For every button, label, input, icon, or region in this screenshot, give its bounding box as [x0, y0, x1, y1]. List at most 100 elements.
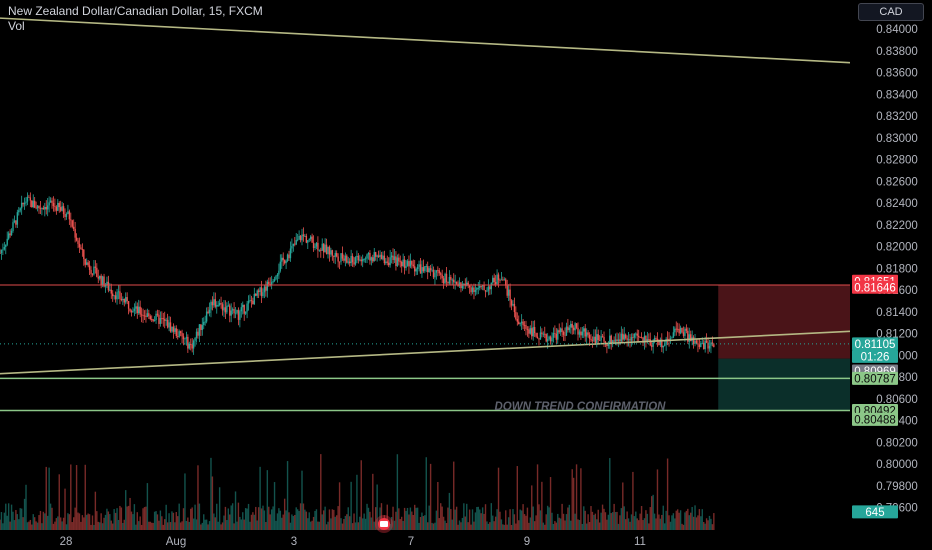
volume-bar — [153, 511, 156, 530]
candle-body — [278, 270, 280, 275]
candle-body — [64, 214, 66, 217]
candle-body — [194, 337, 196, 341]
candle-body — [42, 207, 45, 210]
volume-bar — [49, 503, 52, 530]
candle-body — [125, 297, 127, 303]
volume-bar — [311, 520, 313, 530]
volume-bar — [606, 519, 608, 530]
volume-bar — [9, 521, 11, 530]
candle-body — [627, 339, 630, 341]
volume-bar — [471, 509, 474, 530]
upper-trendline[interactable] — [0, 17, 851, 64]
annotation-label[interactable]: DOWN TREND CONFIRMATION — [495, 401, 667, 413]
volume-bar — [692, 516, 695, 530]
candle-body — [289, 248, 292, 259]
candle-body — [224, 307, 227, 313]
volume-bar — [101, 523, 104, 530]
volume-bar — [361, 518, 364, 530]
volume-bar — [503, 524, 506, 530]
candle-body — [335, 253, 338, 257]
volume-bar — [93, 524, 95, 530]
volume-bar — [307, 518, 309, 530]
candle-body — [630, 337, 633, 341]
candle-body — [266, 281, 269, 291]
candle-body — [168, 322, 170, 328]
candle-body — [307, 240, 309, 243]
candle-body — [707, 342, 709, 349]
candle-body — [123, 299, 125, 303]
volume-bar — [474, 512, 477, 530]
candle-body — [304, 235, 306, 237]
candle-body — [52, 203, 55, 207]
candle-body — [713, 344, 715, 348]
candle-body — [247, 300, 250, 304]
take-profit-zone[interactable] — [718, 358, 850, 411]
volume-bar — [168, 513, 170, 530]
volume-indicator-label[interactable]: Vol — [8, 19, 25, 33]
volume-bar — [664, 523, 666, 530]
candle-body — [596, 334, 598, 344]
candle-body — [301, 234, 303, 241]
candle-body — [253, 293, 256, 305]
volume-bar — [77, 512, 79, 530]
volume-bar — [192, 518, 195, 530]
volume-bar — [278, 508, 280, 530]
position-tool-layer[interactable] — [718, 284, 850, 411]
candle-body — [351, 255, 354, 263]
volume-bar — [512, 509, 514, 530]
candle-body — [0, 249, 3, 254]
candle-body — [185, 336, 188, 339]
candle-body — [55, 206, 58, 211]
volume-bar — [364, 518, 367, 530]
candle-body — [233, 309, 235, 314]
price-label-text: 0.80787 — [854, 373, 896, 385]
stop-loss-zone[interactable] — [718, 284, 850, 359]
volume-bar — [665, 510, 667, 530]
drawing-lines-layer[interactable] — [0, 17, 851, 412]
lower-trendline[interactable] — [0, 330, 851, 375]
candle-body — [36, 205, 39, 209]
candle-body — [117, 291, 120, 293]
volume-bar — [75, 465, 78, 530]
volume-bar — [681, 523, 683, 530]
candle-body — [532, 327, 534, 337]
candle-body — [240, 307, 243, 312]
symbol-title[interactable]: New Zealand Dollar/Canadian Dollar, 15, … — [8, 4, 263, 18]
volume-bar — [655, 518, 657, 530]
volume-bar — [231, 503, 234, 530]
volume-bar — [295, 507, 297, 530]
volume-bar — [109, 514, 111, 530]
volume-bar — [103, 517, 105, 530]
candle-body — [59, 207, 62, 211]
volume-bar — [55, 518, 58, 530]
candle-body — [177, 336, 179, 337]
candle-body — [70, 219, 72, 221]
volume-bar — [542, 522, 545, 530]
volume-bar — [545, 514, 547, 530]
candle-body — [512, 303, 514, 306]
candle-body — [130, 311, 133, 313]
candle-body — [471, 287, 474, 293]
candle-body — [146, 313, 149, 317]
candle-body — [653, 338, 656, 341]
volume-bar — [590, 506, 592, 530]
candle-body — [636, 333, 638, 336]
volume-bar — [603, 508, 605, 530]
volume-bar — [253, 514, 256, 530]
candle-body — [151, 319, 153, 320]
currency-button[interactable]: CAD — [858, 3, 924, 21]
volume-bar — [25, 484, 27, 530]
candle-body — [305, 235, 308, 243]
volume-bar — [112, 523, 114, 530]
candle-body — [153, 320, 156, 322]
candle-body — [234, 312, 237, 314]
time-axis[interactable]: 28 Aug 3 7 9 11 — [0, 532, 932, 550]
volume-bar — [690, 512, 692, 530]
volume-bar — [158, 520, 160, 530]
event-flag-icon[interactable] — [375, 515, 393, 533]
candle-body — [100, 275, 102, 285]
volume-bar — [479, 509, 481, 530]
volume-bar — [218, 487, 221, 530]
volume-bar — [555, 522, 558, 530]
